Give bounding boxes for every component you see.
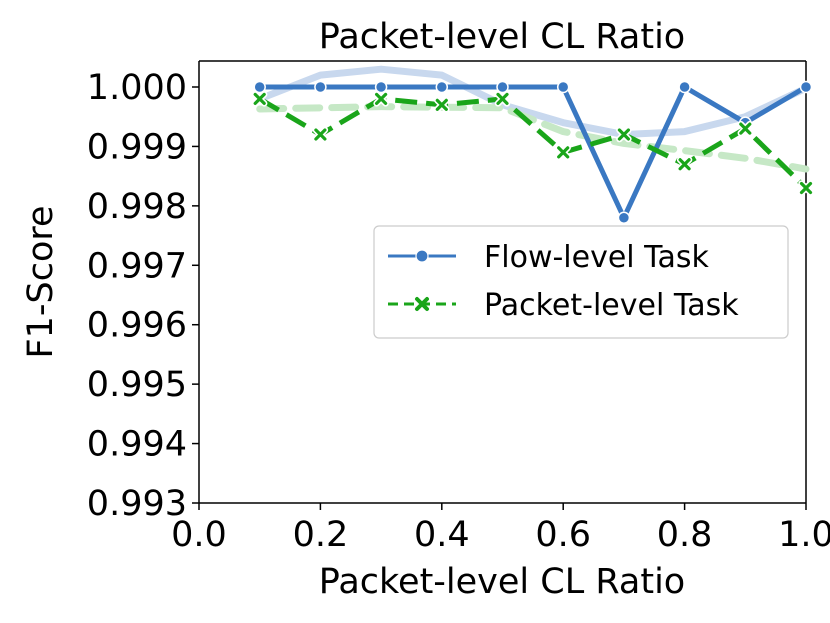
y-axis-label: F1-Score	[21, 205, 61, 358]
flow-level-task-point	[556, 80, 570, 94]
legend-flow-level-task-marker	[415, 249, 429, 263]
packet-level-task-point	[496, 92, 509, 105]
legend: Flow-level Task Packet-level Task	[373, 225, 789, 339]
flow-level-task-point	[314, 80, 327, 94]
chart-title: Packet-level CL Ratio	[319, 17, 685, 57]
flow-level-task-point	[435, 80, 449, 94]
y-tick-label: 0.998	[87, 187, 187, 227]
trend-lines	[256, 65, 810, 173]
flow-level-task-trend-line	[256, 65, 810, 139]
flow-level-task-point	[617, 211, 631, 224]
flow-level-task-point	[496, 80, 509, 94]
y-tick-label: 0.997	[87, 246, 187, 286]
x-tick-label: 0.0	[171, 515, 227, 555]
flow-level-task-point	[678, 80, 691, 94]
y-tick-label: 0.993	[87, 484, 187, 524]
packet-level-task-point	[617, 128, 630, 141]
series-lines	[258, 84, 808, 221]
packet-level-task-point	[253, 92, 266, 105]
x-tick-label: 0.6	[535, 515, 591, 555]
packet-level-task-point	[739, 122, 752, 135]
packet-level-task-point	[375, 92, 388, 105]
x-tick-label: 0.4	[414, 515, 470, 555]
packet-level-task-point	[435, 98, 448, 111]
y-tick-label: 0.995	[87, 365, 187, 405]
y-tick-label: 0.994	[87, 425, 187, 465]
y-tick-label: 1.000	[87, 68, 187, 108]
flow-level-task-point	[799, 80, 813, 94]
flow-level-task-line	[259, 84, 808, 221]
packet-level-task-line	[258, 96, 808, 190]
series-markers	[251, 80, 814, 224]
y-tick-label: 0.996	[87, 306, 187, 346]
x-tick-label: 0.8	[657, 515, 713, 555]
x-tick-label: 0.2	[293, 515, 349, 555]
flow-level-task-point	[374, 80, 388, 94]
legend-flow-level-task-label: Flow-level Task	[484, 240, 710, 275]
packet-level-task-point	[557, 146, 570, 159]
legend-box	[373, 225, 789, 339]
packet-level-task-point	[678, 158, 691, 171]
x-tick-label: 1.0	[778, 515, 830, 555]
flow-level-task-point	[253, 80, 266, 94]
packet-level-task-trend-line	[256, 103, 810, 173]
y-ticks: 0.993 0.994 0.995 0.996 0.997 0.998 0.999 1.000	[87, 68, 199, 524]
packet-level-task-point	[314, 128, 327, 141]
legend-packet-level-task-marker	[415, 297, 429, 311]
legend-packet-level-task-label: Packet-level Task	[484, 288, 739, 323]
x-axis-label: Packet-level CL Ratio	[319, 562, 685, 602]
y-tick-label: 0.999	[87, 127, 187, 167]
x-ticks: 0.0 0.2 0.4 0.6 0.8 1.0	[171, 503, 830, 555]
packet-level-task-point	[799, 181, 813, 195]
plot-area	[198, 60, 807, 504]
